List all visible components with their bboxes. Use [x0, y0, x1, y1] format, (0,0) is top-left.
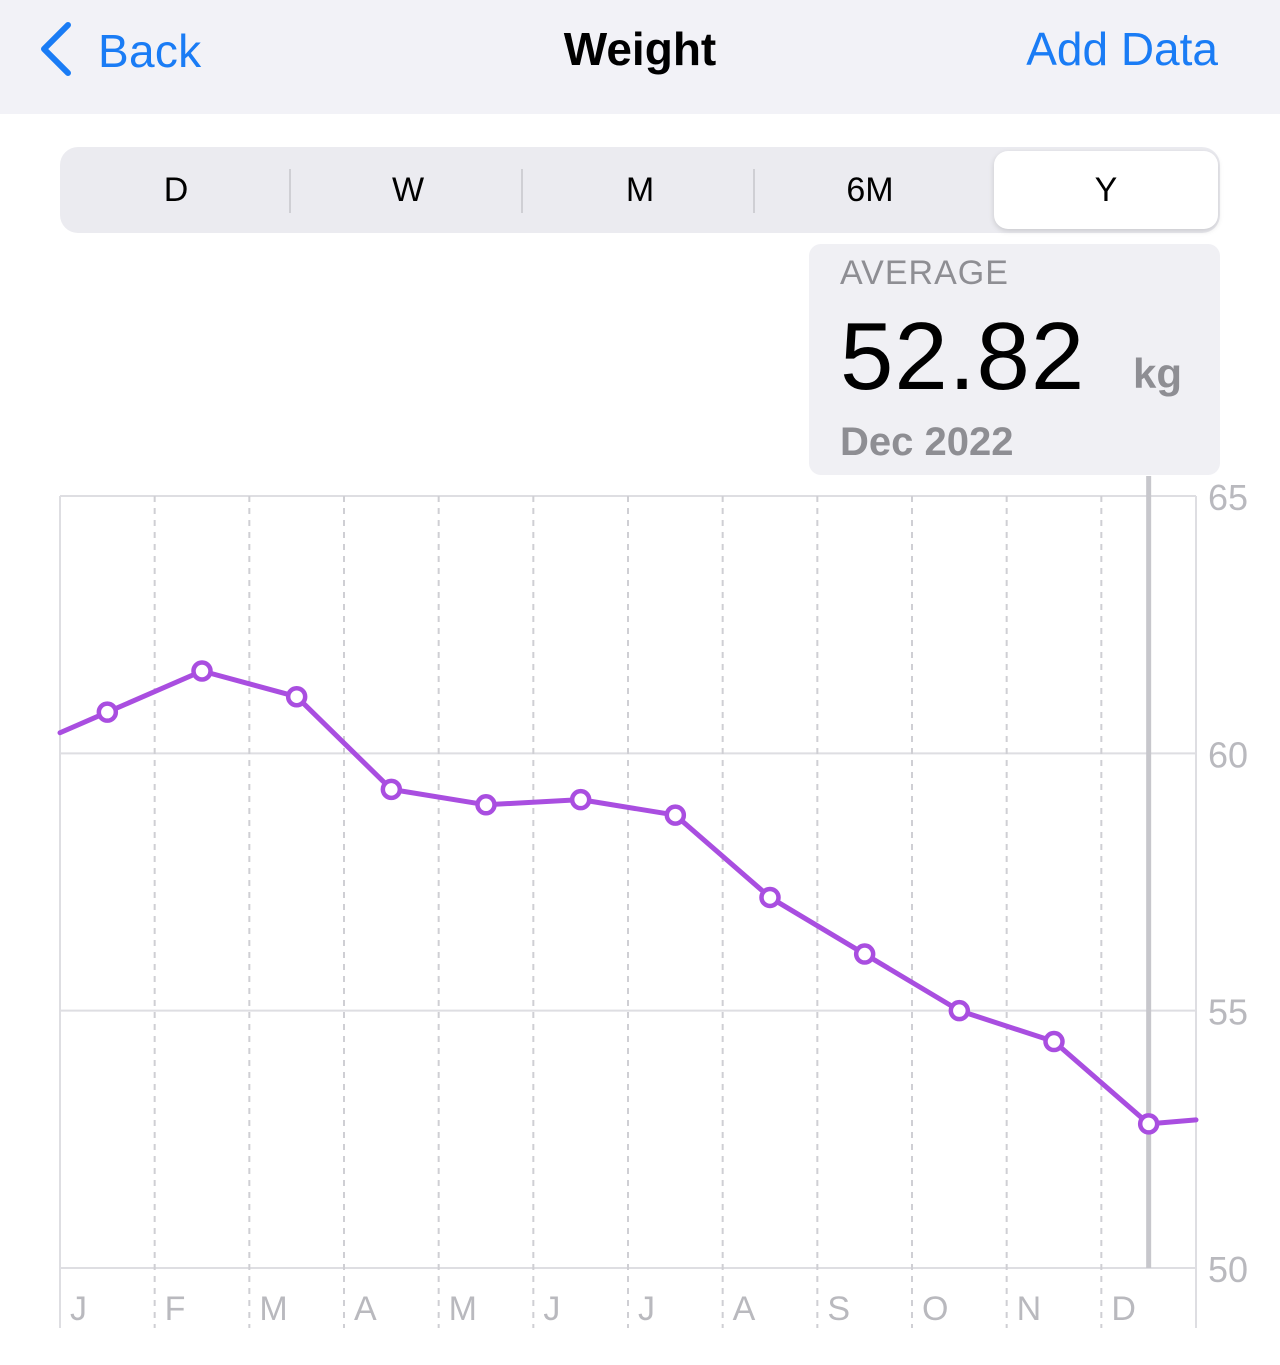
y-tick-label: 65 [1208, 477, 1248, 518]
x-tick-label: N [1017, 1290, 1042, 1328]
back-label: Back [98, 25, 202, 77]
chevron-left-icon [38, 21, 74, 82]
time-range-segmented-control: D W M 6M Y [60, 147, 1220, 233]
add-data-button[interactable]: Add Data [1026, 23, 1218, 75]
segment-divider [521, 169, 523, 213]
average-period: Dec 2022 [840, 420, 1014, 464]
data-point[interactable] [285, 685, 308, 708]
y-tick-label: 60 [1208, 734, 1248, 775]
segment-six-months[interactable]: 6M [846, 170, 894, 209]
data-point[interactable] [380, 778, 403, 801]
x-tick-label: A [354, 1290, 377, 1328]
average-summary-card: AVERAGE 52.82 kg Dec 2022 [809, 244, 1220, 475]
x-tick-label: O [922, 1290, 948, 1328]
average-label: AVERAGE [840, 254, 1009, 292]
weight-series-line [57, 668, 1199, 1127]
data-point[interactable] [948, 999, 971, 1022]
segment-year[interactable]: Y [994, 151, 1218, 229]
y-tick-label: 55 [1208, 992, 1248, 1033]
segment-day[interactable]: D [163, 170, 189, 209]
data-point[interactable] [664, 804, 687, 826]
x-tick-label: A [733, 1290, 756, 1328]
navigation-bar: Back Weight Add Data [0, 0, 1280, 114]
y-tick-label: 50 [1208, 1249, 1248, 1290]
segment-divider [753, 169, 755, 213]
weight-line-chart[interactable]: 65 60 55 50 J F M A M J J A S O N D [0, 470, 1280, 1350]
segment-week[interactable]: W [391, 170, 425, 209]
x-tick-label: F [165, 1290, 186, 1328]
data-point[interactable] [475, 794, 497, 816]
x-tick-label: M [259, 1290, 287, 1328]
x-tick-label: S [827, 1290, 850, 1328]
data-point[interactable] [759, 886, 781, 909]
data-point[interactable] [96, 701, 119, 723]
segment-month[interactable]: M [625, 170, 655, 209]
data-point[interactable] [1043, 1030, 1065, 1053]
x-tick-label: M [449, 1290, 477, 1328]
average-unit: kg [1133, 350, 1183, 397]
data-point[interactable] [569, 788, 592, 811]
x-tick-label: J [543, 1290, 560, 1328]
x-tick-label: D [1111, 1290, 1136, 1328]
back-button[interactable]: Back [38, 20, 201, 82]
data-point[interactable] [853, 943, 876, 965]
data-point[interactable] [191, 660, 213, 682]
segment-divider [289, 169, 291, 213]
data-point[interactable] [1137, 1113, 1160, 1135]
page-title: Weight [563, 23, 717, 75]
x-tick-label: J [70, 1290, 87, 1328]
x-tick-label: J [638, 1290, 655, 1328]
average-value: 52.82 [840, 303, 1086, 410]
